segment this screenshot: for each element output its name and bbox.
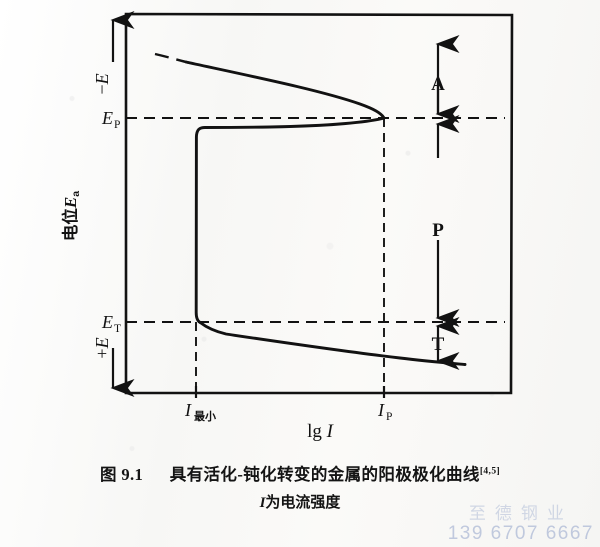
svg-text:−E: −E	[92, 73, 112, 94]
x-tick-label-ip: I P	[377, 400, 392, 423]
svg-text:最小: 最小	[194, 409, 216, 423]
svg-text:lg I: lg I	[307, 421, 335, 442]
watermark-phone: 139 6707 6667	[447, 523, 594, 545]
svg-text:E: E	[101, 108, 113, 128]
svg-text:P: P	[386, 411, 392, 423]
caption-subline-text: 为电流强度	[265, 495, 341, 511]
svg-text:I: I	[377, 400, 385, 420]
y-tick-label-ep: E P	[101, 108, 120, 131]
figure-caption-title: 具有活化-钝化转变的金属的阳极极化曲线	[169, 465, 480, 484]
svg-text:E: E	[101, 312, 113, 332]
svg-text:电位Ea: 电位Ea	[60, 191, 82, 241]
region-label-T: T	[432, 334, 445, 355]
y-axis-positive-E-label: +E	[92, 337, 112, 358]
curve-active-branch	[184, 60, 386, 120]
region-label-A: A	[431, 74, 445, 95]
svg-text:T: T	[114, 323, 121, 335]
x-tick-label-imin: I 最小	[184, 400, 216, 423]
figure-caption-reference: [4,5]	[479, 466, 501, 477]
x-axis-title: lg I	[307, 421, 335, 442]
figure-caption-subline: I为电流强度	[0, 491, 600, 512]
plot-frame	[124, 12, 514, 395]
plot-canvas: A P T E P E T −E +E 电位Ea	[60, 10, 514, 442]
figure-caption: 图 9.1 具有活化-钝化转变的金属的阳极极化曲线[4,5]	[0, 461, 600, 485]
region-label-P: P	[432, 220, 444, 241]
svg-text:P: P	[114, 119, 120, 131]
curve-passive-plateau	[194, 116, 386, 324]
figure-caption-number: 图 9.1	[99, 465, 144, 484]
caption-symbol-I: I	[259, 495, 266, 511]
curve-transpassive-branch	[198, 320, 467, 366]
y-axis-negative-E-label: −E	[92, 73, 112, 94]
y-tick-label-et: E T	[101, 312, 121, 335]
svg-text:+E: +E	[92, 337, 112, 358]
svg-text:I: I	[184, 400, 192, 420]
y-axis-title: 电位Ea	[60, 191, 82, 241]
